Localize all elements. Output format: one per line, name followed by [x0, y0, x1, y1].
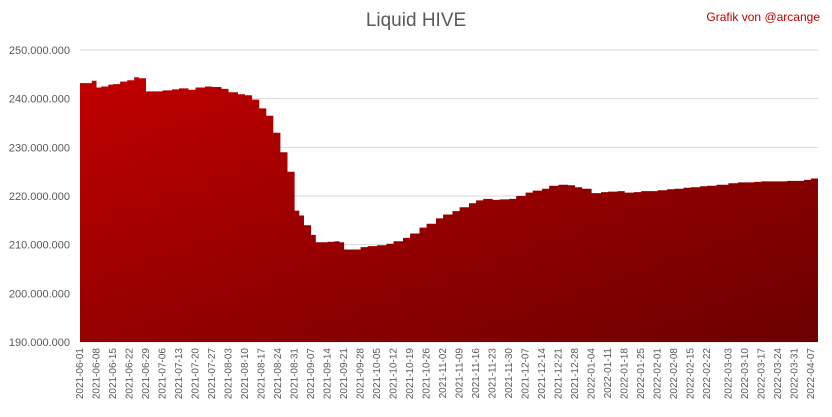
x-tick-label: 2021-09-14 [323, 348, 334, 400]
area-layer [80, 77, 818, 343]
x-tick-label: 2021-09-07 [306, 348, 317, 400]
x-tick-label: 2021-10-12 [389, 348, 400, 400]
x-tick-label: 2022-03-31 [789, 348, 800, 400]
x-tick-label: 2022-04-07 [806, 348, 817, 400]
x-tick-label: 2021-06-15 [108, 348, 119, 400]
y-tick-label: 230.000.000 [9, 142, 70, 154]
y-axis: 190.000.000 200.000.000 210.000.000 220.000… [9, 45, 70, 349]
series-area [80, 77, 818, 343]
x-tick-label: 2021-07-06 [158, 348, 169, 400]
x-tick-label: 2021-07-27 [207, 348, 218, 400]
x-tick-label: 2021-12-28 [570, 348, 581, 400]
x-tick-label: 2022-02-08 [669, 348, 680, 400]
x-tick-label: 2021-10-26 [422, 348, 433, 400]
x-tick-label: 2021-12-14 [537, 348, 548, 400]
x-tick-label: 2021-06-08 [92, 348, 103, 400]
x-tick-label: 2022-03-03 [723, 348, 734, 400]
x-tick-label: 2021-07-13 [174, 348, 185, 400]
x-tick-label: 2022-02-22 [702, 348, 713, 400]
credit-label: Grafik von @arcange [706, 10, 820, 24]
x-tick-label: 2021-12-21 [554, 348, 565, 400]
x-tick-label: 2021-06-01 [75, 348, 86, 400]
x-tick-label: 2022-01-04 [587, 348, 598, 400]
x-tick-label: 2021-08-24 [273, 348, 284, 400]
x-tick-label: 2021-08-10 [240, 348, 251, 400]
x-tick-label: 2021-11-23 [488, 348, 499, 399]
x-tick-label: 2022-03-24 [773, 348, 784, 400]
chart-title: Liquid HIVE [365, 10, 467, 31]
x-tick-label: 2021-06-22 [125, 348, 136, 400]
y-tick-label: 200.000.000 [9, 288, 70, 300]
x-tick-label: 2021-09-21 [339, 348, 350, 400]
y-tick-label: 210.000.000 [9, 240, 70, 252]
x-tick-label: 2021-07-20 [191, 348, 202, 400]
x-tick-label: 2021-11-16 [471, 348, 482, 399]
x-tick-label: 2021-08-17 [257, 348, 268, 400]
x-tick-label: 2022-01-11 [603, 348, 614, 399]
x-tick-label: 2021-10-05 [372, 348, 383, 400]
y-tick-label: 240.000.000 [9, 94, 70, 106]
y-tick-label: 190.000.000 [9, 337, 70, 349]
x-tick-label: 2022-01-18 [620, 348, 631, 400]
x-axis: 2021-06-01 2021-06-08 2021-06-15 2021-06-22… [75, 348, 817, 400]
x-tick-label: 2021-08-03 [224, 348, 235, 400]
x-tick-label: 2021-06-29 [141, 348, 152, 400]
x-tick-label: 2022-01-25 [636, 348, 647, 400]
x-tick-label: 2022-03-17 [756, 348, 767, 400]
y-tick-label: 220.000.000 [9, 191, 70, 203]
x-tick-label: 2021-08-31 [290, 348, 301, 400]
x-tick-label: 2022-03-10 [740, 348, 751, 400]
x-tick-label: 2022-02-01 [653, 348, 664, 400]
y-tick-label: 250.000.000 [9, 45, 70, 57]
x-tick-label: 2021-09-28 [356, 348, 367, 400]
x-tick-label: 2021-10-19 [405, 348, 416, 400]
x-tick-label: 2022-02-15 [686, 348, 697, 400]
x-tick-label: 2021-11-02 [438, 348, 449, 399]
x-tick-label: 2021-12-07 [521, 348, 532, 400]
x-tick-label: 2021-11-09 [455, 348, 466, 399]
x-tick-label: 2021-11-30 [504, 348, 515, 399]
